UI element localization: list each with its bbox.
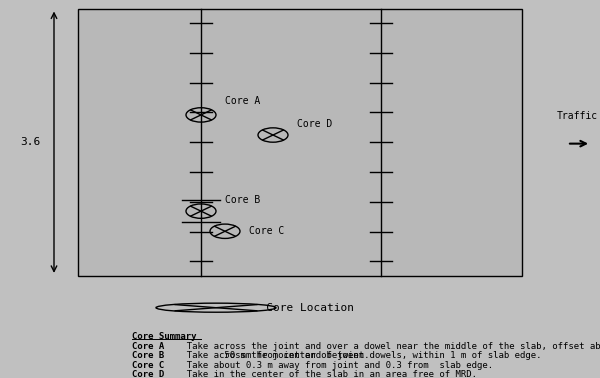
Text: Core D: Core D: [132, 370, 164, 378]
Text: Core B: Core B: [132, 352, 164, 361]
Text: Core A: Core A: [132, 342, 164, 351]
Text: Take about 0.3 m away from joint and 0.3 from  slab edge.: Take about 0.3 m away from joint and 0.3…: [176, 361, 493, 370]
Text: Core Summary: Core Summary: [132, 332, 197, 341]
Text: Traffic: Traffic: [557, 111, 598, 121]
Text: 50 mm from center of joint.: 50 mm from center of joint.: [176, 352, 369, 361]
Text: Core C: Core C: [249, 226, 284, 236]
Text: Core Location: Core Location: [246, 303, 354, 313]
Text: 3.6: 3.6: [20, 137, 40, 147]
Text: Core B: Core B: [225, 195, 260, 204]
Text: Take across the joint and between dowels, within 1 m of slab edge.: Take across the joint and between dowels…: [176, 352, 541, 361]
Text: Core D: Core D: [297, 119, 332, 129]
Bar: [78, 9, 522, 276]
Text: Take in the center of the slab in an area free of MRD.: Take in the center of the slab in an are…: [176, 370, 477, 378]
Text: Core A: Core A: [225, 96, 260, 105]
Text: Core C: Core C: [132, 361, 164, 370]
Text: Take across the joint and over a dowel near the middle of the slab, offset about: Take across the joint and over a dowel n…: [176, 342, 600, 351]
